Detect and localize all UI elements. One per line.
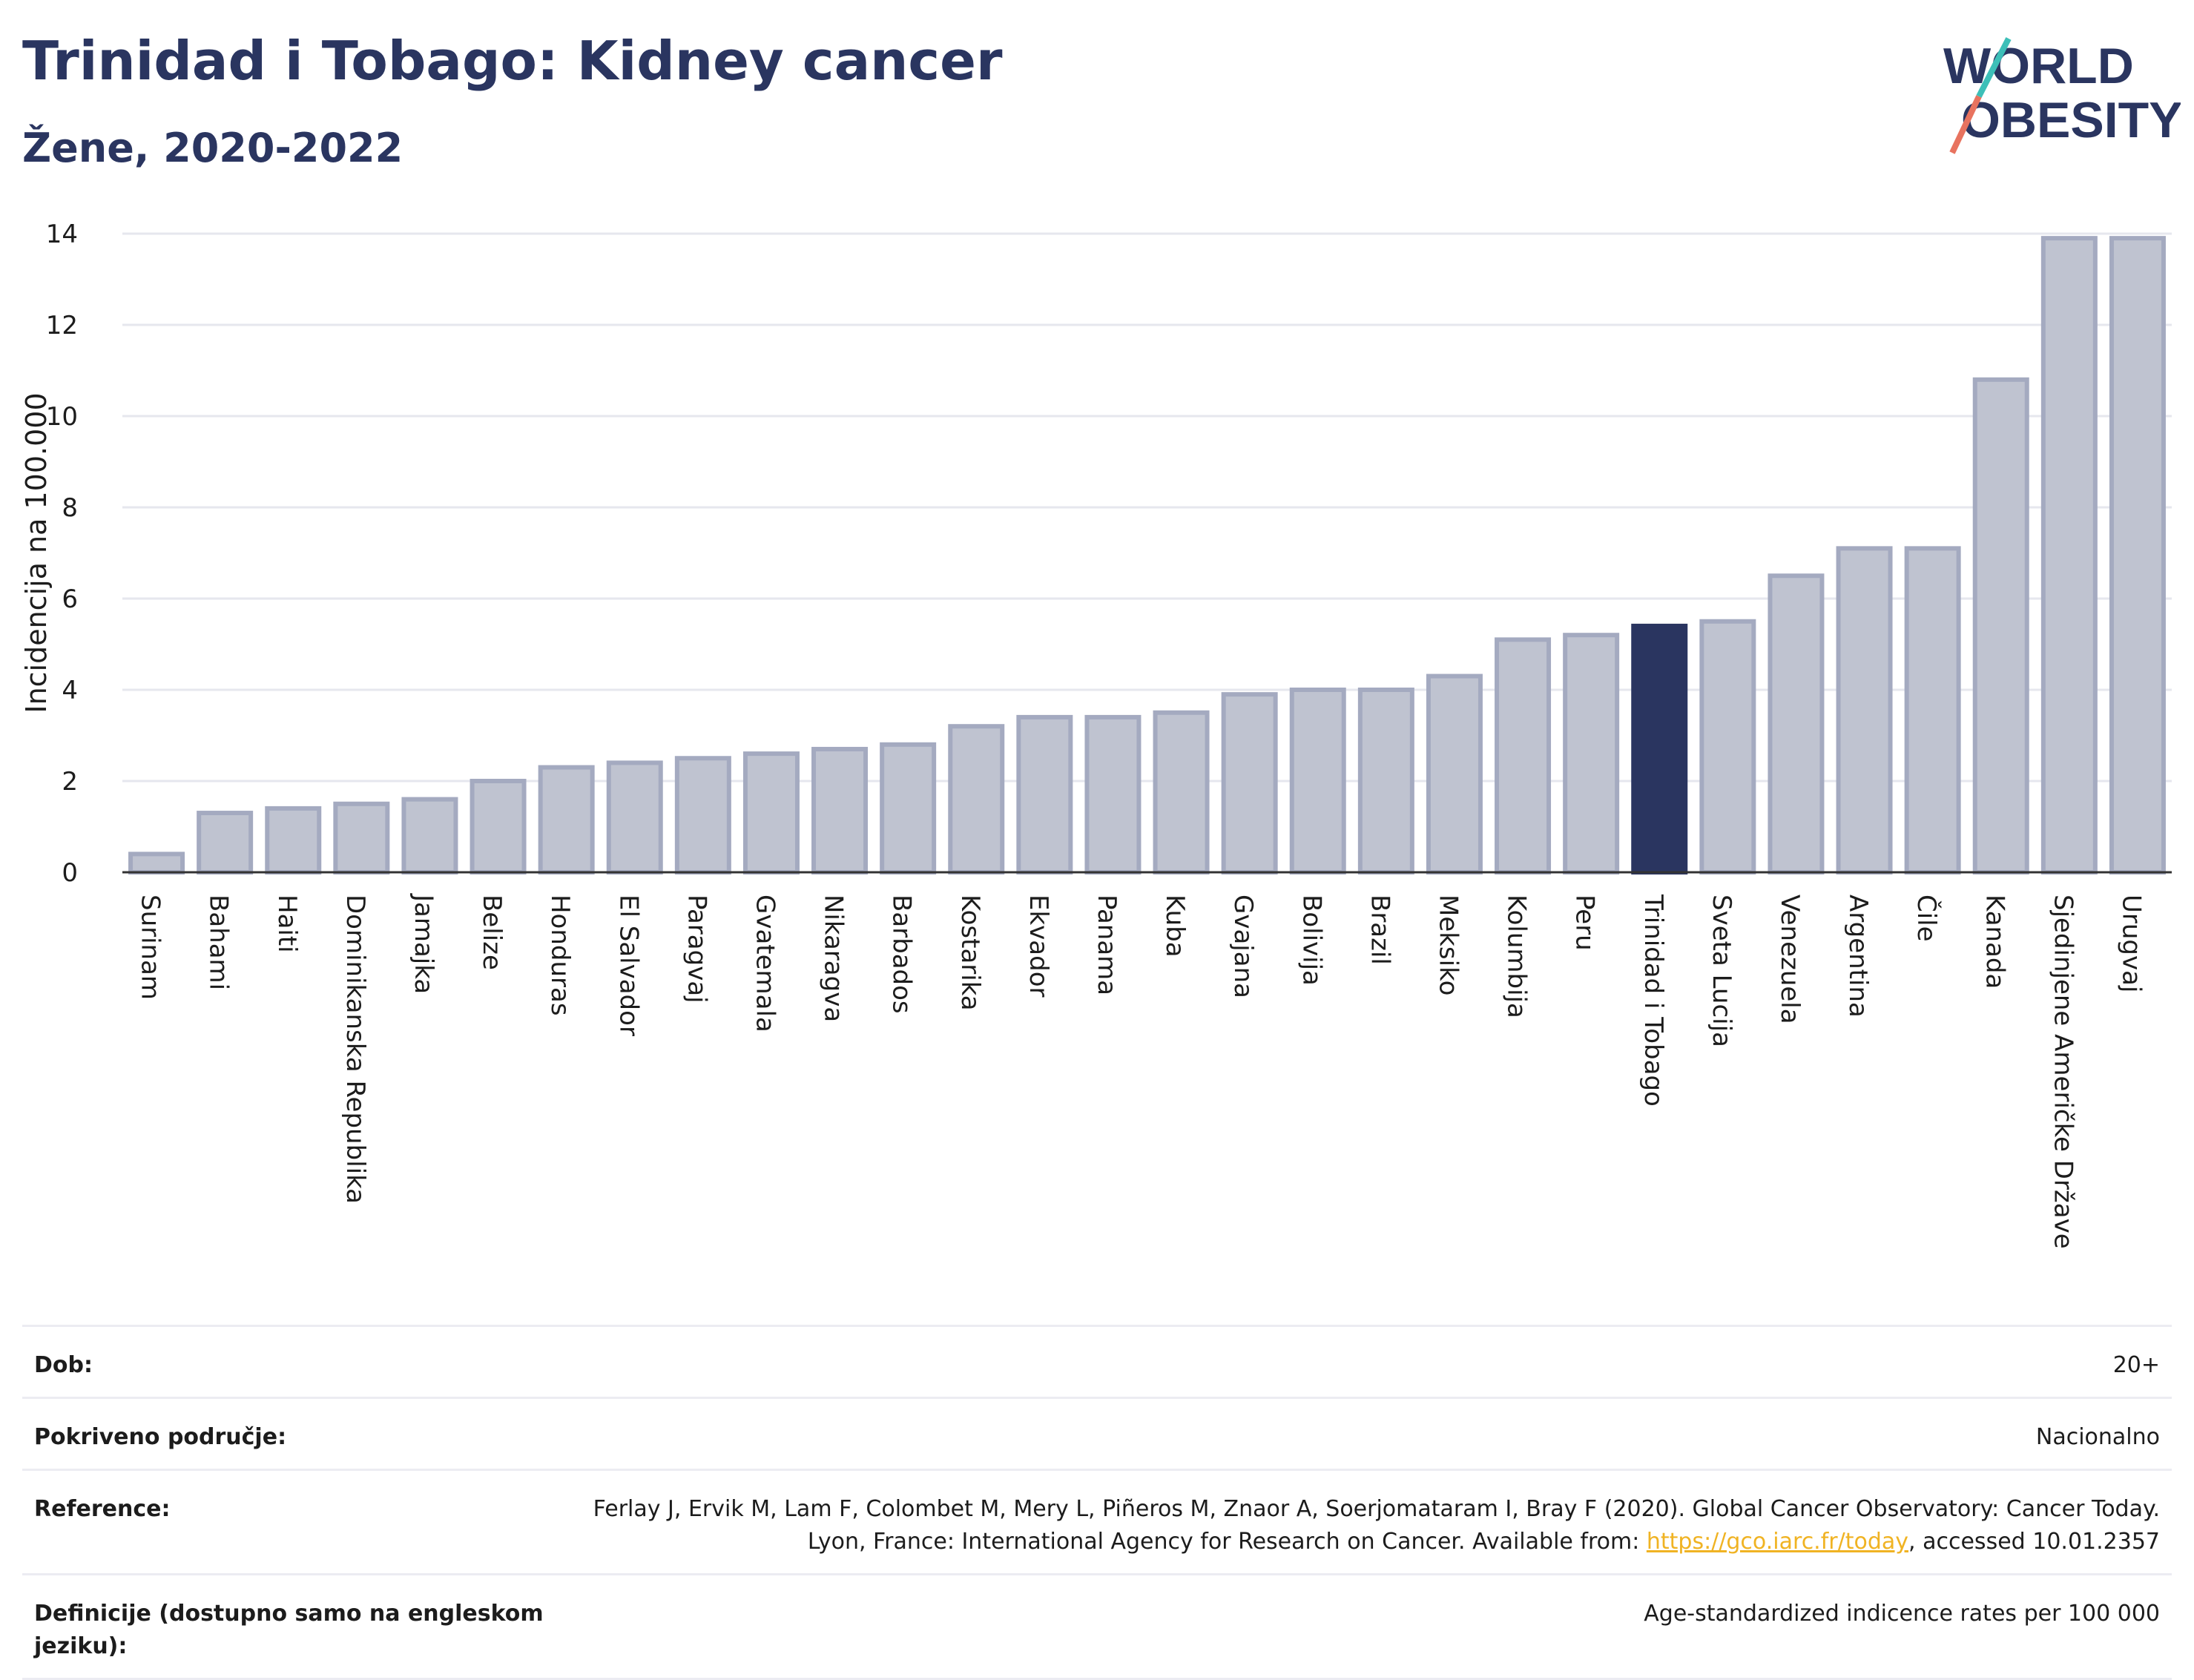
y-tick-label: 0: [62, 858, 78, 888]
y-axis-title: Incidencija na 100.000: [20, 392, 53, 713]
definition-value: Age-standardized indicence rates per 100…: [1644, 1601, 2160, 1627]
bars: [128, 236, 2166, 875]
bar: [948, 724, 1005, 875]
x-tick-label: Sjedinjene Američke Države: [2048, 895, 2078, 1249]
world-obesity-logo: WORLD OBESITY: [1943, 37, 2181, 154]
bar: [1699, 619, 1756, 874]
x-tick-label: Argentina: [1843, 895, 1873, 1018]
bar: [811, 746, 869, 875]
x-tick-label: Barbados: [887, 895, 917, 1014]
info-row-age: Dob: 20+: [22, 1325, 2172, 1397]
reference-value: Ferlay J, Ervik M, Lam F, Colombet M, Me…: [565, 1493, 2160, 1558]
bar: [742, 751, 800, 874]
x-tick-label: Venezuela: [1775, 895, 1805, 1024]
logo-slash-coral: [1949, 95, 1982, 154]
logo-line-2: OBESITY: [1961, 92, 2181, 148]
x-tick-label: Peru: [1570, 895, 1600, 951]
logo-line-1: WORLD: [1943, 38, 2134, 94]
bar: [2109, 236, 2166, 874]
reference-accessed: , accessed 10.01.2357: [1908, 1529, 2160, 1555]
definition-label: Definicije (dostupno samo na engleskom j…: [34, 1601, 544, 1659]
coverage-label: Pokriveno područje:: [34, 1424, 287, 1450]
y-tick-label: 12: [46, 311, 78, 340]
bar: [538, 765, 595, 875]
bar: [1426, 673, 1483, 874]
bar: [1904, 546, 1961, 874]
reference-text: Ferlay J, Ervik M, Lam F, Colombet M, Me…: [593, 1496, 2160, 1555]
x-tick-label: Kostarika: [955, 895, 985, 1011]
bar: [674, 756, 731, 874]
bar: [1153, 710, 1210, 874]
bar: [1221, 692, 1278, 875]
y-axis-ticks: 0 2 4 6 8 10 12 14: [46, 220, 78, 888]
bar: [1836, 546, 1893, 874]
x-tick-label: Panama: [1092, 895, 1121, 995]
x-tick-label: El Salvador: [613, 895, 643, 1036]
x-tick-label: Čile: [1911, 895, 1942, 942]
bar: [1563, 633, 1620, 874]
bar: [1768, 573, 1825, 874]
info-row-coverage: Pokriveno područje: Nacionalno: [22, 1397, 2172, 1469]
bar: [880, 742, 937, 874]
info-table: Dob: 20+ Pokriveno područje: Nacionalno …: [22, 1325, 2172, 1680]
x-tick-label: Sveta Lucija: [1707, 895, 1736, 1047]
x-tick-label: Bolivija: [1297, 895, 1326, 986]
reference-label: Reference:: [34, 1496, 171, 1522]
bar: [1972, 377, 2029, 874]
y-tick-label: 2: [62, 767, 78, 797]
bar: [1016, 714, 1073, 875]
chart-title: Trinidad i Tobago: Kidney cancer: [22, 30, 1003, 92]
x-tick-label: Trinidad i Tobago: [1638, 894, 1668, 1107]
bar: [128, 851, 185, 875]
bar: [1495, 637, 1552, 874]
x-tick-label: Meksiko: [1433, 895, 1463, 995]
x-tick-label: Kolumbija: [1502, 895, 1532, 1018]
bar: [197, 811, 254, 875]
y-tick-label: 4: [62, 676, 78, 705]
x-tick-label: Brazil: [1365, 895, 1394, 965]
info-row-definition: Definicije (dostupno samo na engleskom j…: [22, 1573, 2172, 1680]
info-row-reference: Reference: Ferlay J, Ervik M, Lam F, Col…: [22, 1469, 2172, 1573]
bar-chart: 0 2 4 6 8 10 12 14 Surinam Bahami Haiti Dominikans…: [20, 220, 2172, 1249]
x-tick-label: Gvajana: [1228, 895, 1258, 998]
y-tick-label: 14: [46, 220, 78, 249]
x-tick-label: Paragvaj: [682, 895, 711, 1004]
x-tick-label: Gvatemala: [750, 895, 780, 1032]
reference-link[interactable]: https://gco.iarc.fr/today: [1646, 1529, 1909, 1555]
bar: [1084, 714, 1142, 875]
x-axis-labels: Surinam Bahami Haiti Dominikanska Republika…: [136, 893, 2147, 1249]
bar: [470, 779, 527, 874]
bar: [1357, 688, 1414, 874]
chart-subtitle: Žene, 2020-2022: [22, 125, 403, 171]
y-tick-label: 10: [46, 402, 78, 432]
age-value: 20+: [2112, 1352, 2160, 1378]
age-label: Dob:: [34, 1352, 93, 1378]
x-tick-label: Nikaragva: [819, 895, 849, 1022]
x-tick-label: Belize: [477, 895, 507, 970]
logo-slash-teal: [1976, 37, 2012, 98]
x-tick-label: Jamajka: [409, 893, 438, 994]
x-tick-label: Kuba: [1160, 895, 1190, 958]
bar: [2040, 236, 2098, 874]
x-tick-label: Honduras: [545, 895, 575, 1016]
bar-highlight: [1631, 623, 1688, 875]
x-tick-label: Ekvador: [1024, 895, 1053, 998]
bar: [1289, 688, 1346, 874]
x-tick-label: Bahami: [204, 895, 234, 990]
bar: [606, 760, 663, 875]
x-tick-label: Urugvaj: [2116, 895, 2146, 992]
x-tick-label: Kanada: [1980, 895, 2009, 989]
y-tick-label: 8: [62, 493, 78, 523]
x-tick-label: Dominikanska Republika: [340, 895, 370, 1204]
x-tick-label: Haiti: [272, 895, 302, 953]
bar: [401, 797, 458, 874]
bar: [265, 806, 322, 875]
x-tick-label: Surinam: [136, 895, 165, 1000]
coverage-value: Nacionalno: [2035, 1424, 2160, 1450]
y-tick-label: 6: [62, 584, 78, 614]
bar: [333, 801, 390, 874]
